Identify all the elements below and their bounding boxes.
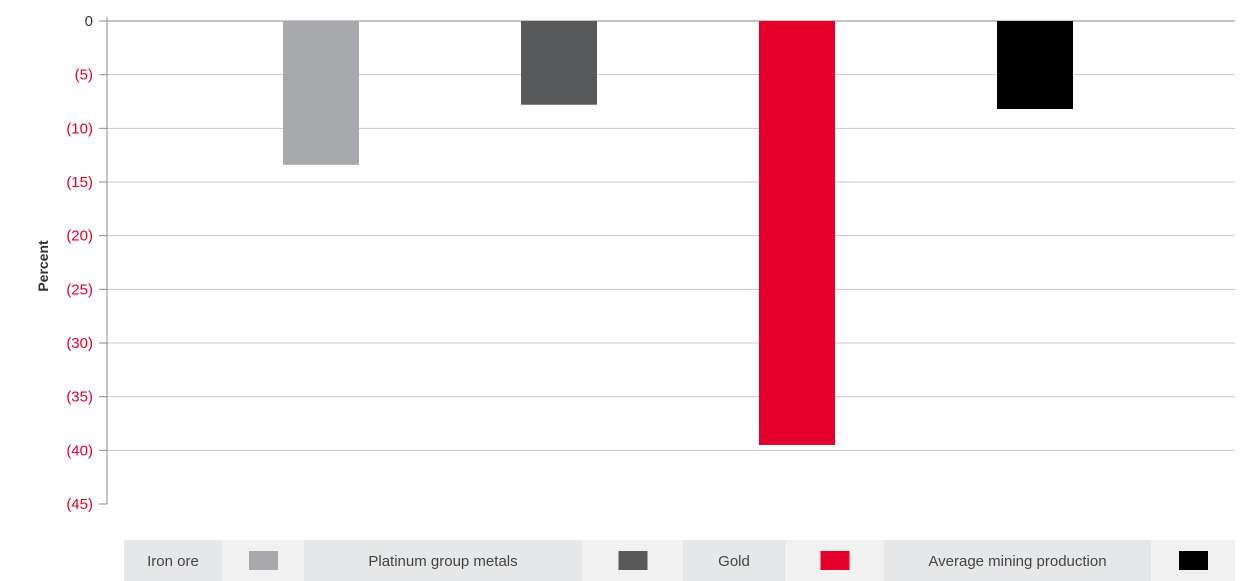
legend-swatch (820, 551, 850, 570)
y-tick-label: (30) (66, 335, 93, 352)
y-tick-label: (20) (66, 228, 93, 245)
y-tick-label: (35) (66, 389, 93, 406)
legend-label: Gold (718, 553, 750, 570)
y-tick-label: (25) (66, 281, 93, 298)
bar-average-mining-production (997, 21, 1073, 110)
legend-label-cell (884, 540, 1151, 581)
legend: Iron ore Platinum group metals Gold Average… (124, 540, 1235, 581)
legend-swatch (1179, 551, 1208, 570)
y-axis-label: Percent (35, 240, 51, 292)
bar-gold (759, 21, 835, 445)
y-tick-label: (5) (75, 67, 93, 84)
legend-label: Platinum group metals (368, 553, 517, 570)
legend-label: Iron ore (147, 553, 199, 570)
bars (283, 21, 1073, 445)
y-axis: 0 (5) (10) (15) (20) (25) (30) (35) (40) (45) (66, 13, 108, 513)
y-tick-label: (45) (66, 496, 93, 513)
y-tick-label: (10) (66, 120, 93, 137)
legend-swatch (249, 551, 278, 570)
legend-label-cell (304, 540, 582, 581)
legend-swatch (618, 551, 648, 570)
legend-label-cell (683, 540, 785, 581)
y-tick-label: (15) (66, 174, 93, 191)
bar-iron-ore (283, 21, 359, 165)
y-tick-label: 0 (85, 13, 93, 30)
y-tick-label: (40) (66, 442, 93, 459)
legend-label: Average mining production (928, 553, 1106, 570)
legend-label-cell (124, 540, 222, 581)
bar-platinum-group-metals (521, 21, 597, 105)
